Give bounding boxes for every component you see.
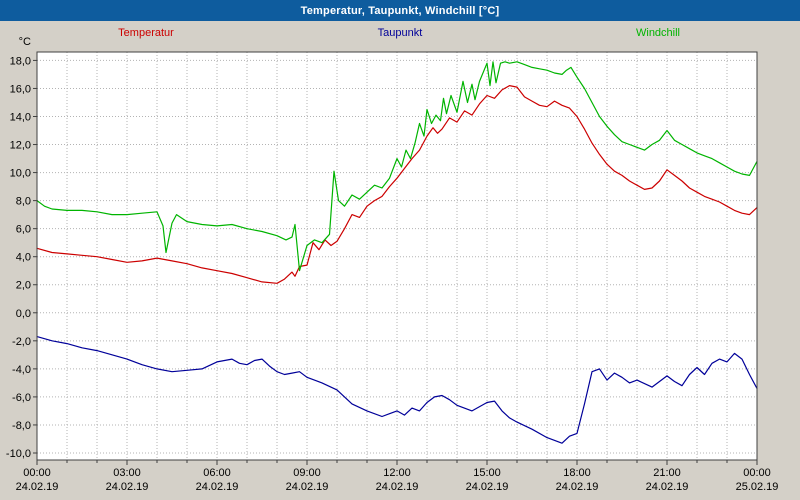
x-tick-date-label: 24.02.19 [106,481,149,493]
x-tick-time-label: 18:00 [563,467,591,479]
y-tick-label: -2,0 [12,336,31,348]
y-tick-label: -10,0 [6,448,31,460]
x-tick-time-label: 12:00 [383,467,411,479]
legend-temperatur: Temperatur [118,27,174,39]
y-tick-label: 16,0 [10,83,31,95]
x-tick-date-label: 24.02.19 [16,481,59,493]
y-tick-label: 10,0 [10,168,31,180]
series-windchill-line [36,61,758,272]
legend-windchill: Windchill [635,27,681,39]
y-tick-label: 18,0 [10,55,31,67]
y-tick-label: -8,0 [12,420,31,432]
x-tick-time-label: 06:00 [203,467,231,479]
x-tick-date-label: 24.02.19 [376,481,419,493]
chart-title: Temperatur, Taupunkt, Windchill [°C] [300,4,500,17]
series-taupunkt-line [36,336,758,444]
x-tick-time-label: 00:00 [23,467,51,479]
y-tick-label: -4,0 [12,364,31,376]
legend-taupunkt: Taupunkt [377,27,423,39]
x-tick-date-label: 24.02.19 [196,481,239,493]
y-tick-label: 12,0 [10,140,31,152]
y-axis-unit-label: °C [19,36,31,48]
y-tick-label: 6,0 [16,224,31,236]
x-tick-time-label: 09:00 [293,467,321,479]
x-tick-date-label: 24.02.19 [556,481,599,493]
grid [37,52,757,460]
series-temperatur-line [36,84,758,284]
x-tick-date-label: 25.02.19 [736,481,779,493]
x-tick-time-label: 00:00 [743,467,771,479]
y-tick-label: -6,0 [12,392,31,404]
y-tick-label: 8,0 [16,196,31,208]
axis-labels: °C 18,0 16,0 14,0 12,0 10,0 8,0 6,0 4,0 2,0 0,0 -2,… [6,36,778,493]
x-tick-date-label: 24.02.19 [466,481,509,493]
y-tick-label: 14,0 [10,111,31,123]
x-tick-time-label: 03:00 [113,467,141,479]
y-tick-label: 0,0 [16,308,31,320]
x-tick-date-label: 24.02.19 [646,481,689,493]
x-tick-date-label: 24.02.19 [286,481,329,493]
y-tick-label: 2,0 [16,280,31,292]
axis-ticks [33,59,758,465]
series-group [36,61,758,444]
title-bar: Temperatur, Taupunkt, Windchill [°C] [0,0,800,21]
x-tick-time-label: 21:00 [653,467,681,479]
x-tick-time-label: 15:00 [473,467,501,479]
y-tick-label: 4,0 [16,252,31,264]
